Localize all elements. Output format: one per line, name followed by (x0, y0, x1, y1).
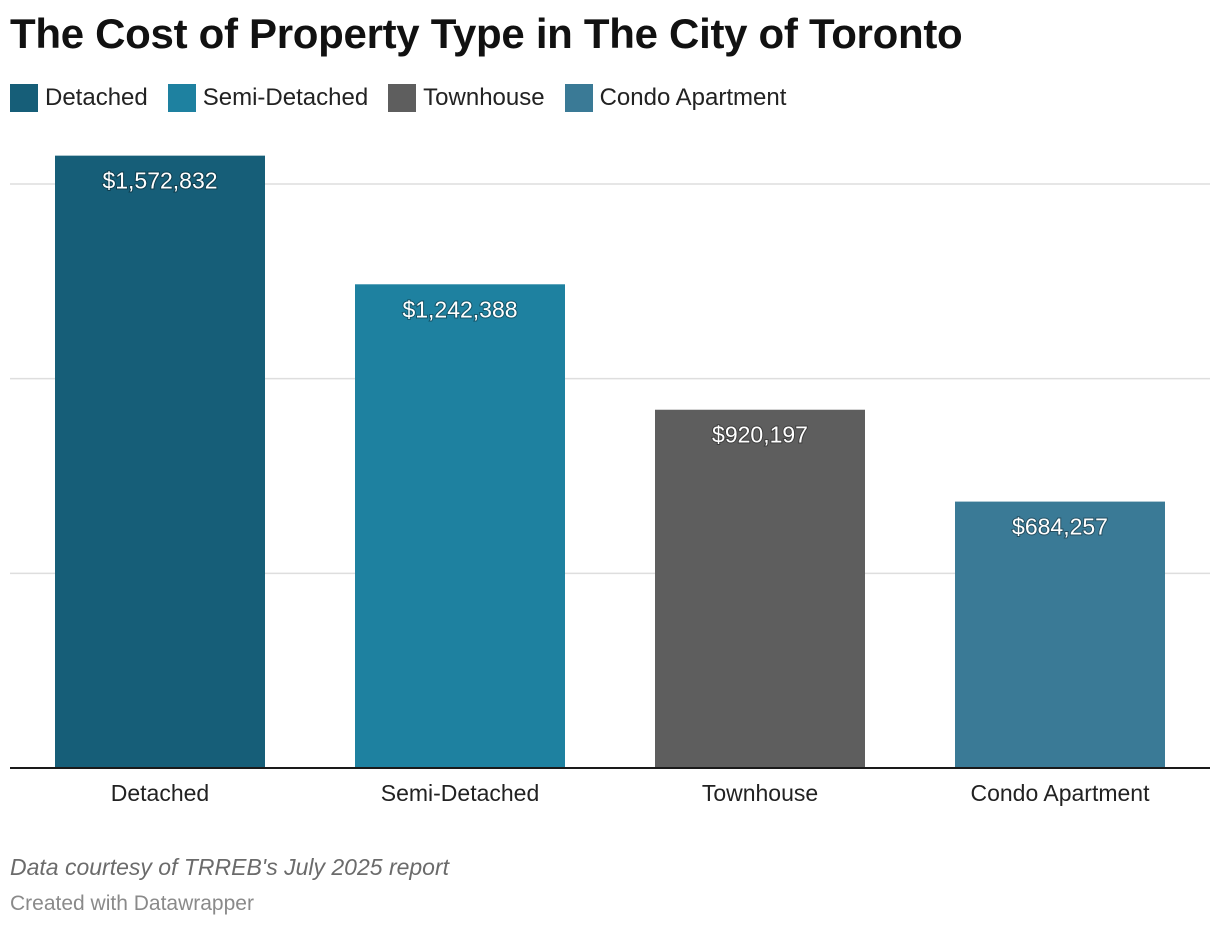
legend: Detached Semi-Detached Townhouse Condo A… (10, 84, 806, 112)
value-label: $920,197 (712, 422, 808, 448)
category-label: Townhouse (702, 780, 818, 806)
legend-swatch-townhouse (388, 84, 417, 112)
legend-item-townhouse: Townhouse (388, 84, 545, 112)
bar-chart: $1,572,832 Detached $1,242,388 Semi-Detache… (10, 155, 1210, 806)
value-label: $684,257 (1012, 514, 1108, 540)
credit: Created with Datawrapper (10, 892, 254, 915)
footnote: Data courtesy of TRREB's July 2025 repor… (10, 854, 450, 880)
bar-semi-detached (355, 284, 565, 768)
category-label: Semi-Detached (381, 780, 540, 806)
legend-label-semi-detached: Semi-Detached (202, 84, 369, 111)
value-label: $1,242,388 (402, 296, 517, 322)
legend-label-detached: Detached (45, 84, 148, 111)
bar-townhouse (655, 409, 865, 768)
legend-label-townhouse: Townhouse (423, 84, 545, 111)
legend-item-semi-detached: Semi-Detached (167, 84, 369, 112)
legend-item-detached: Detached (10, 84, 148, 112)
chart-title: The Cost of Property Type in The City of… (10, 10, 963, 57)
bar-detached (55, 155, 265, 769)
legend-swatch-semi-detached (167, 84, 196, 112)
legend-label-condo-apartment: Condo Apartment (599, 84, 787, 111)
legend-item-condo-apartment: Condo Apartment (564, 84, 787, 112)
value-label: $1,572,832 (102, 168, 217, 194)
category-label: Detached (111, 780, 209, 806)
legend-swatch-detached (10, 84, 38, 112)
bar-condo-apartment (955, 501, 1165, 768)
category-label: Condo Apartment (970, 780, 1150, 806)
legend-swatch-condo-apartment (564, 84, 593, 112)
